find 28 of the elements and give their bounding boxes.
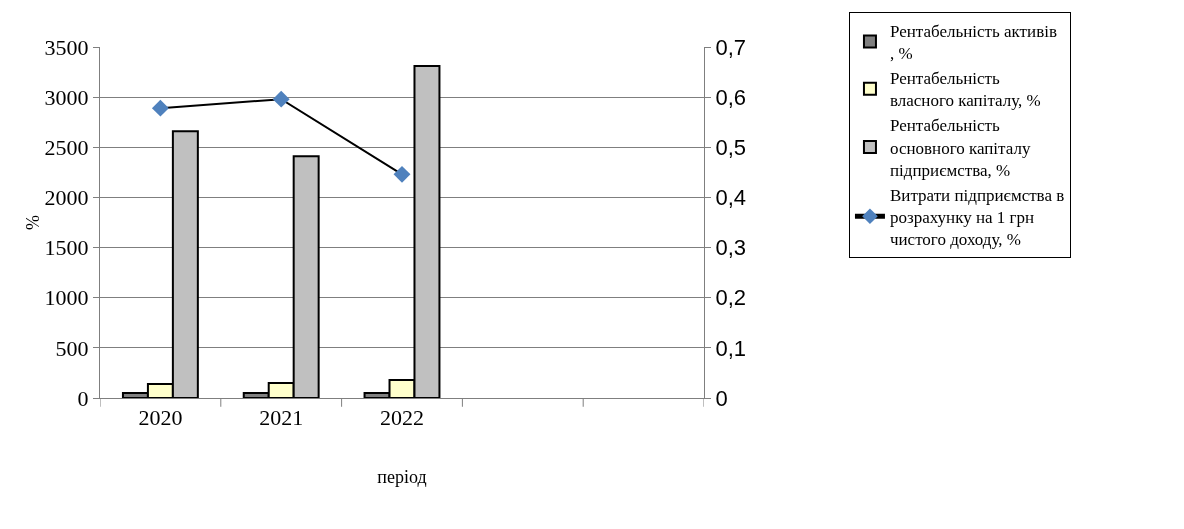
- point: [272, 90, 290, 108]
- y-tick-label: 500: [55, 335, 89, 361]
- y-tick-label: 3000: [44, 84, 89, 110]
- legend-label: Рентабельність власного капіталу, %: [889, 69, 1041, 111]
- y-tick-label: 0: [77, 385, 89, 411]
- x-tick-label: 2022: [380, 405, 424, 431]
- y-axis-title: %: [22, 215, 43, 230]
- y2-tick-label: 0: [715, 385, 728, 411]
- y-tick-label: 2000: [44, 185, 89, 211]
- y2-tick-label: 0,3: [715, 235, 746, 261]
- y-tick-label: 1500: [44, 235, 89, 261]
- y2-tick-label: 0,6: [715, 84, 746, 110]
- y2-tick-label: 0,5: [715, 134, 746, 160]
- legend-label: Витрати підприємства в розрахунку на 1 грн чистого доходу, %: [889, 185, 1065, 249]
- y-tick-label: 3500: [44, 34, 89, 60]
- x-tick-label: 2021: [259, 405, 304, 431]
- y-tick-label: 1000: [44, 285, 89, 311]
- legend-label: Рентабельність активів , %: [889, 22, 1057, 64]
- legend-label: Рентабельність основного капіталу підприємства, %: [889, 116, 1031, 180]
- y2-tick-label: 0,7: [715, 34, 746, 60]
- x-axis-title: період: [377, 466, 427, 487]
- y-tick-label: 2500: [44, 134, 89, 160]
- x-tick-label: 2020: [138, 405, 183, 431]
- point: [151, 99, 169, 117]
- point: [393, 165, 411, 183]
- y2-tick-label: 0,4: [715, 185, 746, 211]
- y2-tick-label: 0,1: [715, 335, 746, 361]
- y2-tick-label: 0,2: [715, 285, 746, 311]
